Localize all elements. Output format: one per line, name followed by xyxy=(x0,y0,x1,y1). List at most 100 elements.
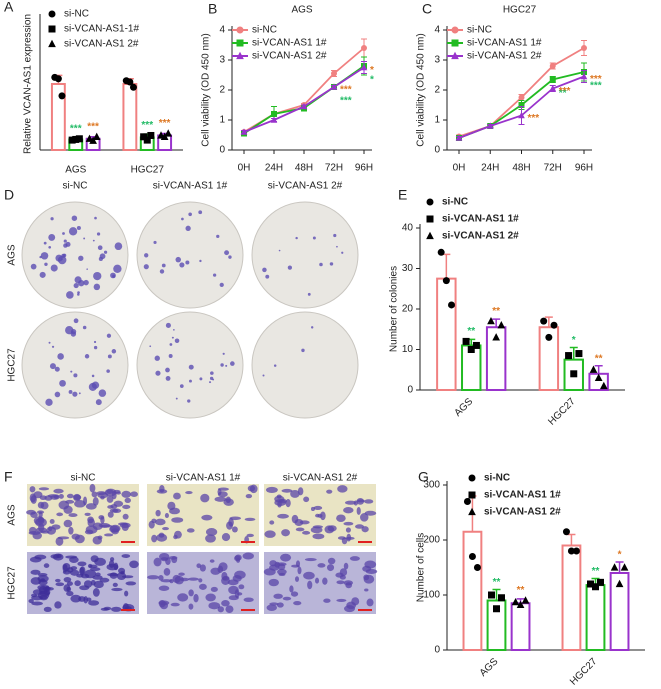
culture-dish xyxy=(21,201,129,309)
cell xyxy=(153,557,162,567)
colony xyxy=(78,255,84,261)
cell xyxy=(210,586,218,592)
cell xyxy=(266,604,277,611)
significance: * xyxy=(370,75,374,86)
cell xyxy=(158,585,170,591)
cell xyxy=(124,497,131,504)
data-point xyxy=(473,564,481,571)
cell xyxy=(362,565,372,572)
x-tick-label: 24H xyxy=(481,163,499,174)
colony xyxy=(319,262,323,267)
cell xyxy=(336,514,346,523)
cell xyxy=(35,527,48,533)
error-bar xyxy=(594,364,603,374)
cell xyxy=(313,505,323,511)
cell xyxy=(277,500,282,508)
cell xyxy=(278,563,286,571)
colony xyxy=(185,260,190,265)
significance: *** xyxy=(87,121,99,132)
colony xyxy=(77,291,80,294)
colony xyxy=(262,374,265,377)
colony xyxy=(161,263,166,268)
cell xyxy=(74,534,85,544)
colony xyxy=(295,236,298,240)
x-tick-label: AGS xyxy=(478,656,501,679)
x-tick-label: 96H xyxy=(355,163,373,174)
colony xyxy=(179,384,184,388)
cell xyxy=(92,497,99,506)
cell xyxy=(66,493,74,499)
significance: *** xyxy=(340,96,352,107)
data-point xyxy=(562,528,570,536)
cell xyxy=(273,593,283,599)
significance: ** xyxy=(592,566,600,577)
colony xyxy=(63,239,67,243)
legend-marker xyxy=(426,215,434,223)
colony xyxy=(171,336,174,339)
data-point xyxy=(164,129,173,137)
error-bar xyxy=(569,346,578,360)
y-tick-label: 300 xyxy=(423,480,440,491)
cell xyxy=(66,591,74,597)
cell xyxy=(336,580,345,585)
line-point xyxy=(518,111,525,119)
cell xyxy=(355,524,365,529)
cell xyxy=(113,500,124,507)
colony xyxy=(155,370,161,376)
bar xyxy=(122,83,138,151)
y-axis-label: Relative VCAN-AS1 expression xyxy=(23,14,34,154)
data-point xyxy=(497,321,506,329)
colony xyxy=(39,271,46,278)
y-axis-label: Cell viability (OD 450 nm) xyxy=(201,33,212,146)
bar xyxy=(585,584,606,651)
cell xyxy=(56,554,62,559)
y-tick-label: 2 xyxy=(434,85,440,96)
data-point xyxy=(488,591,496,599)
colony xyxy=(77,293,80,296)
cell xyxy=(55,582,65,587)
error-bar xyxy=(544,316,553,328)
colony xyxy=(199,377,203,381)
cell xyxy=(173,492,181,500)
legend-marker xyxy=(451,26,459,34)
colony xyxy=(181,217,184,221)
colony xyxy=(70,370,73,373)
line-point xyxy=(580,72,588,80)
cell xyxy=(55,578,61,583)
colony xyxy=(54,366,60,372)
cell xyxy=(225,496,231,504)
x-tick-label: 0H xyxy=(238,163,251,174)
x-tick-label: AGS xyxy=(65,165,86,176)
data-point xyxy=(610,563,619,571)
cell xyxy=(48,526,53,532)
colony xyxy=(88,382,97,391)
x-tick-label: 96H xyxy=(575,163,593,174)
cell xyxy=(159,601,169,610)
cell xyxy=(118,567,126,574)
colony xyxy=(341,251,344,254)
cell xyxy=(173,534,178,540)
cell xyxy=(205,593,216,602)
cell xyxy=(100,524,113,528)
cell xyxy=(193,593,199,603)
line-point xyxy=(331,70,337,77)
error-bar xyxy=(567,533,576,546)
colony xyxy=(174,338,180,344)
colony xyxy=(225,364,228,367)
data-point xyxy=(462,337,470,345)
column-label: si-NC xyxy=(71,473,96,484)
cell xyxy=(199,564,206,572)
cell xyxy=(199,583,207,590)
line-point xyxy=(271,111,277,117)
cell xyxy=(93,580,104,589)
cell xyxy=(339,568,348,577)
cell xyxy=(290,489,300,498)
data-point xyxy=(594,373,603,381)
cell xyxy=(122,603,129,611)
cell xyxy=(280,553,292,562)
cell xyxy=(346,533,352,542)
data-point xyxy=(89,136,97,144)
legend-marker xyxy=(468,474,476,482)
data-point xyxy=(58,92,66,100)
colony xyxy=(83,279,89,286)
